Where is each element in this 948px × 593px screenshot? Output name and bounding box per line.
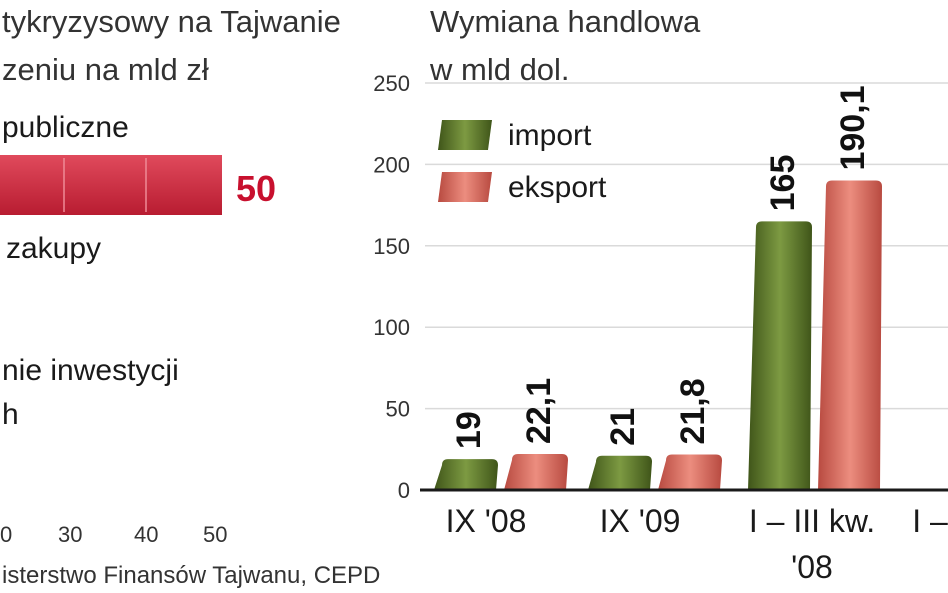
chart-subtitle: w mld dol. [429, 52, 570, 87]
bar-value-label: 19 [450, 411, 488, 449]
left-axis-tick: 0 [0, 522, 12, 547]
left-item-3: nie inwestycji [2, 354, 179, 387]
y-tick-label: 250 [373, 71, 410, 96]
left-axis-tick: 30 [58, 522, 82, 547]
x-category-label: I – III kw. [749, 503, 875, 539]
bar-value-label: 190,1 [834, 85, 872, 170]
x-category-label: IX '08 [446, 503, 527, 539]
bar-eksport [658, 454, 722, 490]
left-axis-tick: 50 [203, 522, 227, 547]
x-axis-categories: IX '08 IX '09 I – III kw. '08 I – [446, 503, 948, 585]
bars: 19 22,1 21 21,8 165 190,1 [434, 85, 882, 490]
y-tick-label: 50 [386, 397, 410, 422]
x-category-label: '08 [791, 549, 833, 585]
x-category-label: I – [912, 503, 948, 539]
bar-eksport [504, 454, 568, 490]
bar-value-label: 165 [764, 155, 802, 212]
bar-import [434, 459, 498, 490]
left-axis-tick: 40 [134, 522, 158, 547]
bar-value-label: 22,1 [520, 378, 558, 444]
left-title-line-2: zeniu na mld zł [2, 52, 209, 87]
bar-import [748, 221, 812, 490]
y-tick-label: 150 [373, 234, 410, 259]
left-item-2: zakupy [6, 232, 101, 265]
left-bar-value: 50 [236, 168, 276, 209]
bar-import [588, 455, 652, 490]
legend-label-import: import [508, 119, 592, 152]
source-note: isterstwo Finansów Tajwanu, CEPD [2, 562, 380, 589]
chart-title: Wymiana handlowa [430, 4, 701, 39]
left-bar [0, 155, 222, 215]
chart-legend: import eksport [438, 119, 607, 204]
y-tick-label: 100 [373, 315, 410, 340]
legend-swatch-import [438, 120, 492, 150]
bar-value-label: 21 [604, 408, 642, 446]
left-item-4: h [2, 398, 19, 431]
legend-label-export: eksport [508, 171, 607, 204]
legend-swatch-export [438, 172, 492, 202]
bar-value-label: 21,8 [674, 378, 712, 444]
left-title-line-1: tykryzysowy na Tajwanie [2, 4, 341, 39]
left-item-1: publiczne [2, 111, 129, 144]
x-category-label: IX '09 [600, 503, 681, 539]
y-tick-label: 0 [398, 478, 410, 503]
bar-eksport [818, 180, 882, 490]
y-tick-label: 200 [373, 152, 410, 177]
